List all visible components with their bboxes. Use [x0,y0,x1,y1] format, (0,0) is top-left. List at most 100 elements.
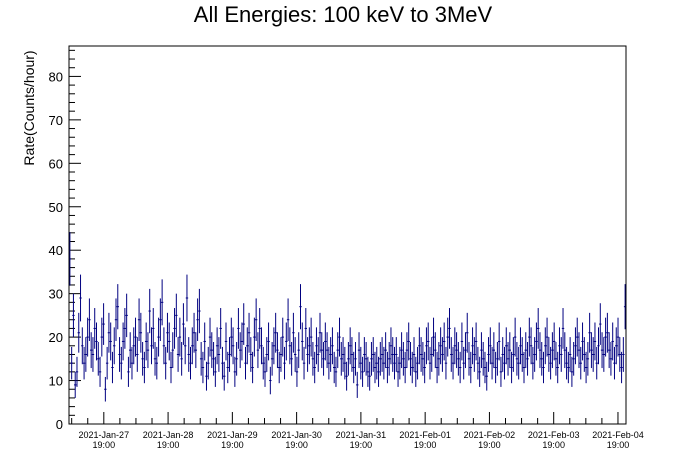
chart-title: All Energies: 100 keV to 3MeV [194,2,493,27]
data-point [363,337,366,372]
data-point [336,332,339,369]
data-point [230,317,233,357]
data-point [609,342,613,376]
data-point [120,346,123,380]
data-point [538,332,542,369]
data-point [164,346,167,380]
data-point [217,337,221,372]
data-point [246,327,249,365]
data-point [347,342,350,376]
data-point [531,346,535,380]
data-point [302,346,306,380]
data-point [226,351,229,384]
data-point [162,327,166,365]
data-point [471,327,474,365]
data-point [499,356,503,387]
data-point [100,317,104,357]
data-point [458,351,462,384]
data-point [469,351,472,384]
data-point [510,351,513,384]
data-point [460,322,464,361]
data-point [542,351,545,384]
data-point [535,322,538,361]
data-point [377,356,380,387]
data-point [208,317,212,357]
data-point [295,356,299,387]
data-point [521,337,524,372]
data-point [430,337,433,372]
data-point [487,337,490,372]
data-point [354,342,357,376]
data-point [366,356,370,387]
data-point [604,317,607,357]
data-point [591,337,595,372]
data-point [453,327,457,365]
data-point [380,337,384,372]
data-point [121,322,125,361]
data-point [590,332,593,369]
data-point [364,342,368,376]
data-point [254,298,258,342]
data-point [519,327,522,365]
data-point [258,308,261,349]
data-point [196,298,199,342]
y-tick-label: 30 [49,287,63,302]
data-point [473,337,476,372]
data-point [134,317,137,357]
data-point [556,351,559,384]
data-point [283,346,286,380]
data-point [228,337,231,372]
data-point [391,337,394,372]
data-point [148,288,151,334]
data-point [341,337,345,372]
data-point [109,322,112,361]
data-point [599,303,602,345]
data-point [286,298,290,342]
data-point [513,317,517,357]
data-point [160,279,164,326]
data-point [210,332,213,369]
x-tick-date: 2021-Feb-01 [399,430,451,440]
data-point [478,356,481,387]
x-tick-date: 2021-Jan-27 [79,430,130,440]
data-point [168,322,171,361]
data-point [352,351,355,384]
data-point [159,298,162,342]
data-point [322,342,325,376]
data-point [270,342,274,376]
y-tick-label: 50 [49,200,63,215]
data-point [292,312,295,353]
data-point [423,351,426,384]
data-point [130,346,134,380]
data-point [622,337,625,372]
data-point [547,337,551,372]
x-tick-time: 19:00 [93,440,116,450]
data-point [434,332,437,369]
data-point [414,356,417,387]
data-point [274,312,277,353]
data-point [593,322,597,361]
x-tick-date: 2021-Jan-28 [143,430,194,440]
data-point [207,346,210,380]
x-tick-time: 19:00 [478,440,501,450]
data-point [244,346,247,380]
x-tick-date: 2021-Jan-31 [336,430,387,440]
data-point [173,308,176,349]
data-point [311,342,315,376]
data-point [281,317,284,357]
data-point [153,342,157,376]
data-point [446,317,449,357]
data-point [214,356,217,387]
data-point [125,293,128,338]
data-point [382,346,386,380]
data-point [176,337,180,372]
data-point [505,327,508,365]
data-point [407,322,410,361]
data-point [82,346,86,380]
data-point [485,361,488,391]
x-tick-time: 19:00 [221,440,244,450]
data-point [253,317,256,357]
data-point [70,346,73,380]
data-point [490,346,494,380]
data-point [187,337,190,372]
